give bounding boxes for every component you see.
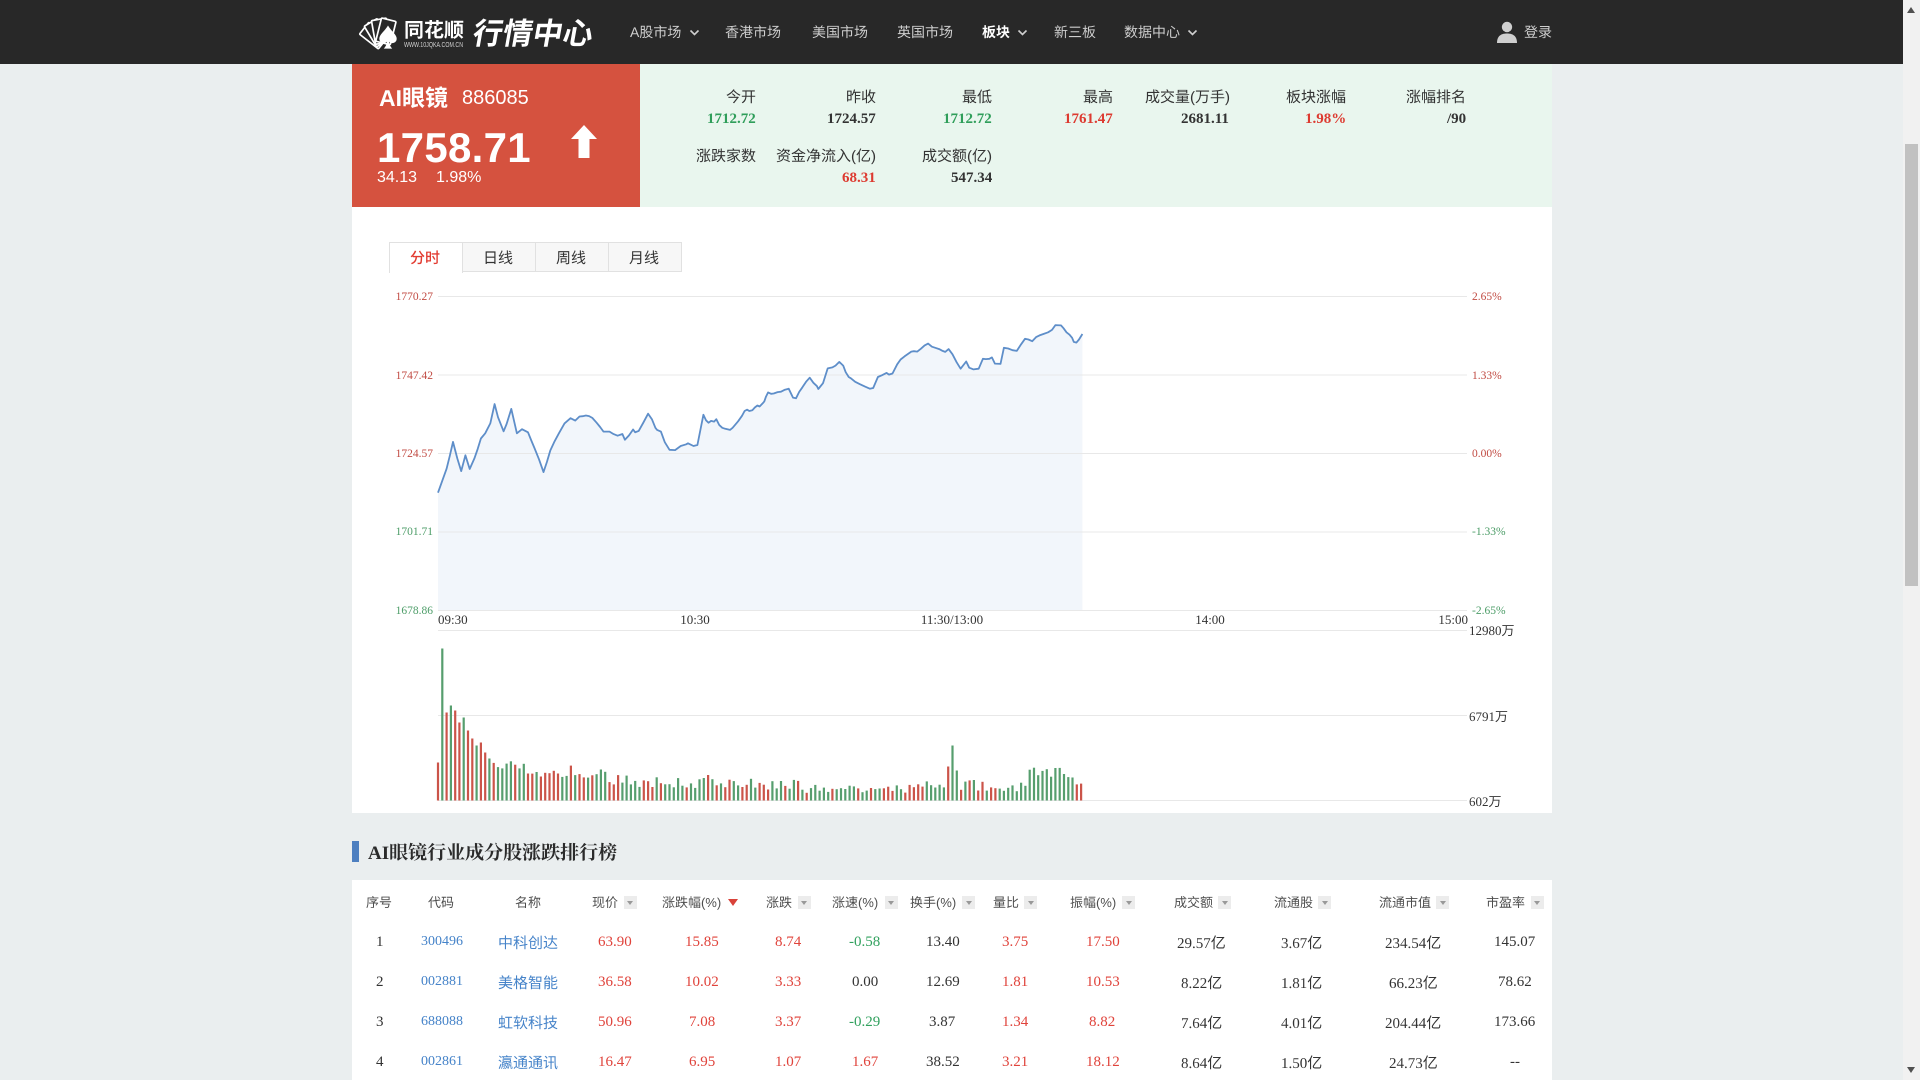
svg-text:0.00%: 0.00% xyxy=(1472,448,1502,460)
svg-text:09:30: 09:30 xyxy=(438,612,468,627)
svg-text:15:00: 15:00 xyxy=(1438,612,1468,627)
svg-text:14:00: 14:00 xyxy=(1195,612,1225,627)
svg-text:-1.33%: -1.33% xyxy=(1472,526,1506,538)
svg-text:1678.86: 1678.86 xyxy=(396,605,434,617)
svg-text:-2.65%: -2.65% xyxy=(1472,605,1506,617)
svg-text:1770.27: 1770.27 xyxy=(396,291,434,303)
svg-text:11:30/13:00: 11:30/13:00 xyxy=(921,612,983,627)
svg-text:1.33%: 1.33% xyxy=(1472,370,1502,382)
svg-text:1724.57: 1724.57 xyxy=(396,448,434,460)
svg-text:1701.71: 1701.71 xyxy=(396,526,434,538)
svg-text:10:30: 10:30 xyxy=(680,612,710,627)
svg-text:1747.42: 1747.42 xyxy=(396,370,434,382)
svg-text:2.65%: 2.65% xyxy=(1472,291,1502,303)
